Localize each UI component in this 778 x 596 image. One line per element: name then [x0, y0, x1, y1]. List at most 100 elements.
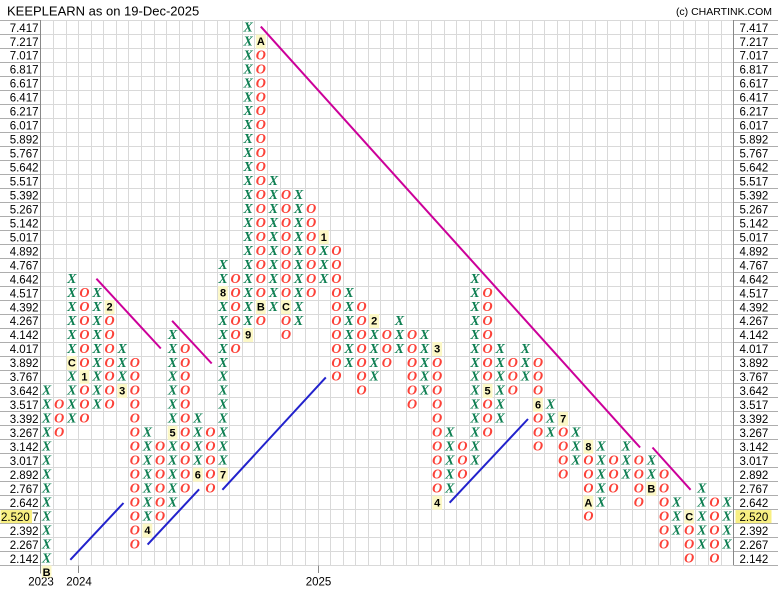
svg-text:X: X [419, 370, 430, 385]
svg-text:B: B [43, 567, 51, 579]
svg-text:O: O [281, 258, 291, 273]
svg-text:X: X [621, 454, 632, 469]
svg-text:O: O [407, 356, 417, 371]
svg-text:X: X [469, 342, 480, 357]
svg-text:X: X [318, 244, 329, 259]
svg-text:X: X [721, 523, 732, 538]
svg-text:O: O [609, 482, 619, 497]
svg-text:X: X [419, 384, 430, 399]
svg-text:X: X [243, 146, 254, 161]
svg-text:X: X [469, 440, 480, 455]
svg-text:O: O [79, 384, 89, 399]
svg-text:O: O [407, 398, 417, 413]
svg-text:O: O [457, 468, 467, 483]
svg-text:X: X [243, 20, 254, 35]
svg-text:O: O [483, 426, 493, 441]
svg-text:X: X [91, 328, 102, 343]
svg-text:O: O [558, 454, 568, 469]
svg-text:X: X [91, 342, 102, 357]
svg-text:O: O [609, 468, 619, 483]
svg-text:X: X [343, 286, 354, 301]
svg-text:A: A [257, 36, 265, 48]
svg-text:7.417: 7.417 [740, 23, 769, 35]
svg-text:O: O [256, 90, 266, 105]
svg-text:X: X [444, 426, 455, 441]
svg-text:2: 2 [371, 316, 377, 328]
svg-text:X: X [696, 537, 707, 552]
svg-text:2.392: 2.392 [740, 526, 769, 538]
svg-text:O: O [130, 523, 140, 538]
svg-text:O: O [180, 454, 190, 469]
svg-text:O: O [357, 356, 367, 371]
svg-text:X: X [696, 482, 707, 497]
svg-text:O: O [483, 328, 493, 343]
svg-text:X: X [66, 398, 77, 413]
svg-text:5.017: 5.017 [740, 232, 769, 244]
svg-text:X: X [318, 272, 329, 287]
svg-text:X: X [671, 523, 682, 538]
svg-text:O: O [231, 272, 241, 287]
svg-text:X: X [142, 454, 153, 469]
svg-text:X: X [293, 230, 304, 245]
svg-text:KEEPLEARN as on 19-Dec-2025: KEEPLEARN as on 19-Dec-2025 [7, 4, 199, 19]
svg-text:O: O [508, 370, 518, 385]
svg-text:O: O [306, 216, 316, 231]
svg-text:O: O [331, 286, 341, 301]
svg-text:X: X [394, 314, 405, 329]
svg-text:7.417: 7.417 [10, 23, 39, 35]
svg-text:X: X [66, 342, 77, 357]
svg-text:O: O [180, 356, 190, 371]
svg-text:X: X [696, 510, 707, 525]
svg-text:8: 8 [585, 441, 591, 453]
svg-text:X: X [469, 384, 480, 399]
svg-text:3: 3 [119, 386, 125, 398]
svg-text:X: X [469, 328, 480, 343]
svg-text:X: X [721, 510, 732, 525]
svg-text:O: O [54, 426, 64, 441]
svg-text:O: O [256, 286, 266, 301]
svg-text:O: O [432, 482, 442, 497]
svg-text:X: X [243, 76, 254, 91]
svg-text:O: O [155, 510, 165, 525]
svg-text:X: X [671, 496, 682, 511]
svg-text:O: O [105, 370, 115, 385]
svg-text:X: X [444, 440, 455, 455]
svg-text:O: O [331, 258, 341, 273]
svg-text:X: X [117, 370, 128, 385]
svg-text:X: X [91, 384, 102, 399]
svg-text:X: X [243, 286, 254, 301]
svg-text:O: O [205, 482, 215, 497]
svg-text:O: O [281, 286, 291, 301]
svg-text:X: X [192, 440, 203, 455]
svg-text:O: O [659, 537, 669, 552]
svg-text:X: X [66, 412, 77, 427]
svg-text:X: X [217, 314, 228, 329]
svg-text:X: X [369, 328, 380, 343]
svg-text:O: O [256, 48, 266, 63]
svg-text:3.392: 3.392 [10, 414, 39, 426]
svg-text:X: X [217, 426, 228, 441]
svg-text:O: O [331, 314, 341, 329]
svg-text:O: O [483, 398, 493, 413]
svg-text:X: X [343, 328, 354, 343]
svg-text:O: O [180, 384, 190, 399]
svg-text:O: O [709, 551, 719, 566]
svg-text:X: X [41, 384, 52, 399]
svg-text:X: X [167, 412, 178, 427]
svg-text:O: O [205, 426, 215, 441]
svg-text:3.517: 3.517 [740, 400, 769, 412]
svg-text:O: O [281, 202, 291, 217]
svg-text:O: O [105, 342, 115, 357]
svg-text:X: X [545, 426, 556, 441]
svg-text:2.767: 2.767 [10, 484, 39, 496]
svg-text:X: X [41, 523, 52, 538]
svg-text:2025: 2025 [306, 577, 332, 589]
svg-text:5.892: 5.892 [740, 135, 769, 147]
svg-text:3.142: 3.142 [10, 442, 39, 454]
svg-text:O: O [659, 510, 669, 525]
svg-text:X: X [217, 342, 228, 357]
svg-text:O: O [155, 468, 165, 483]
svg-text:X: X [192, 454, 203, 469]
svg-text:6: 6 [535, 400, 541, 412]
svg-text:O: O [130, 440, 140, 455]
